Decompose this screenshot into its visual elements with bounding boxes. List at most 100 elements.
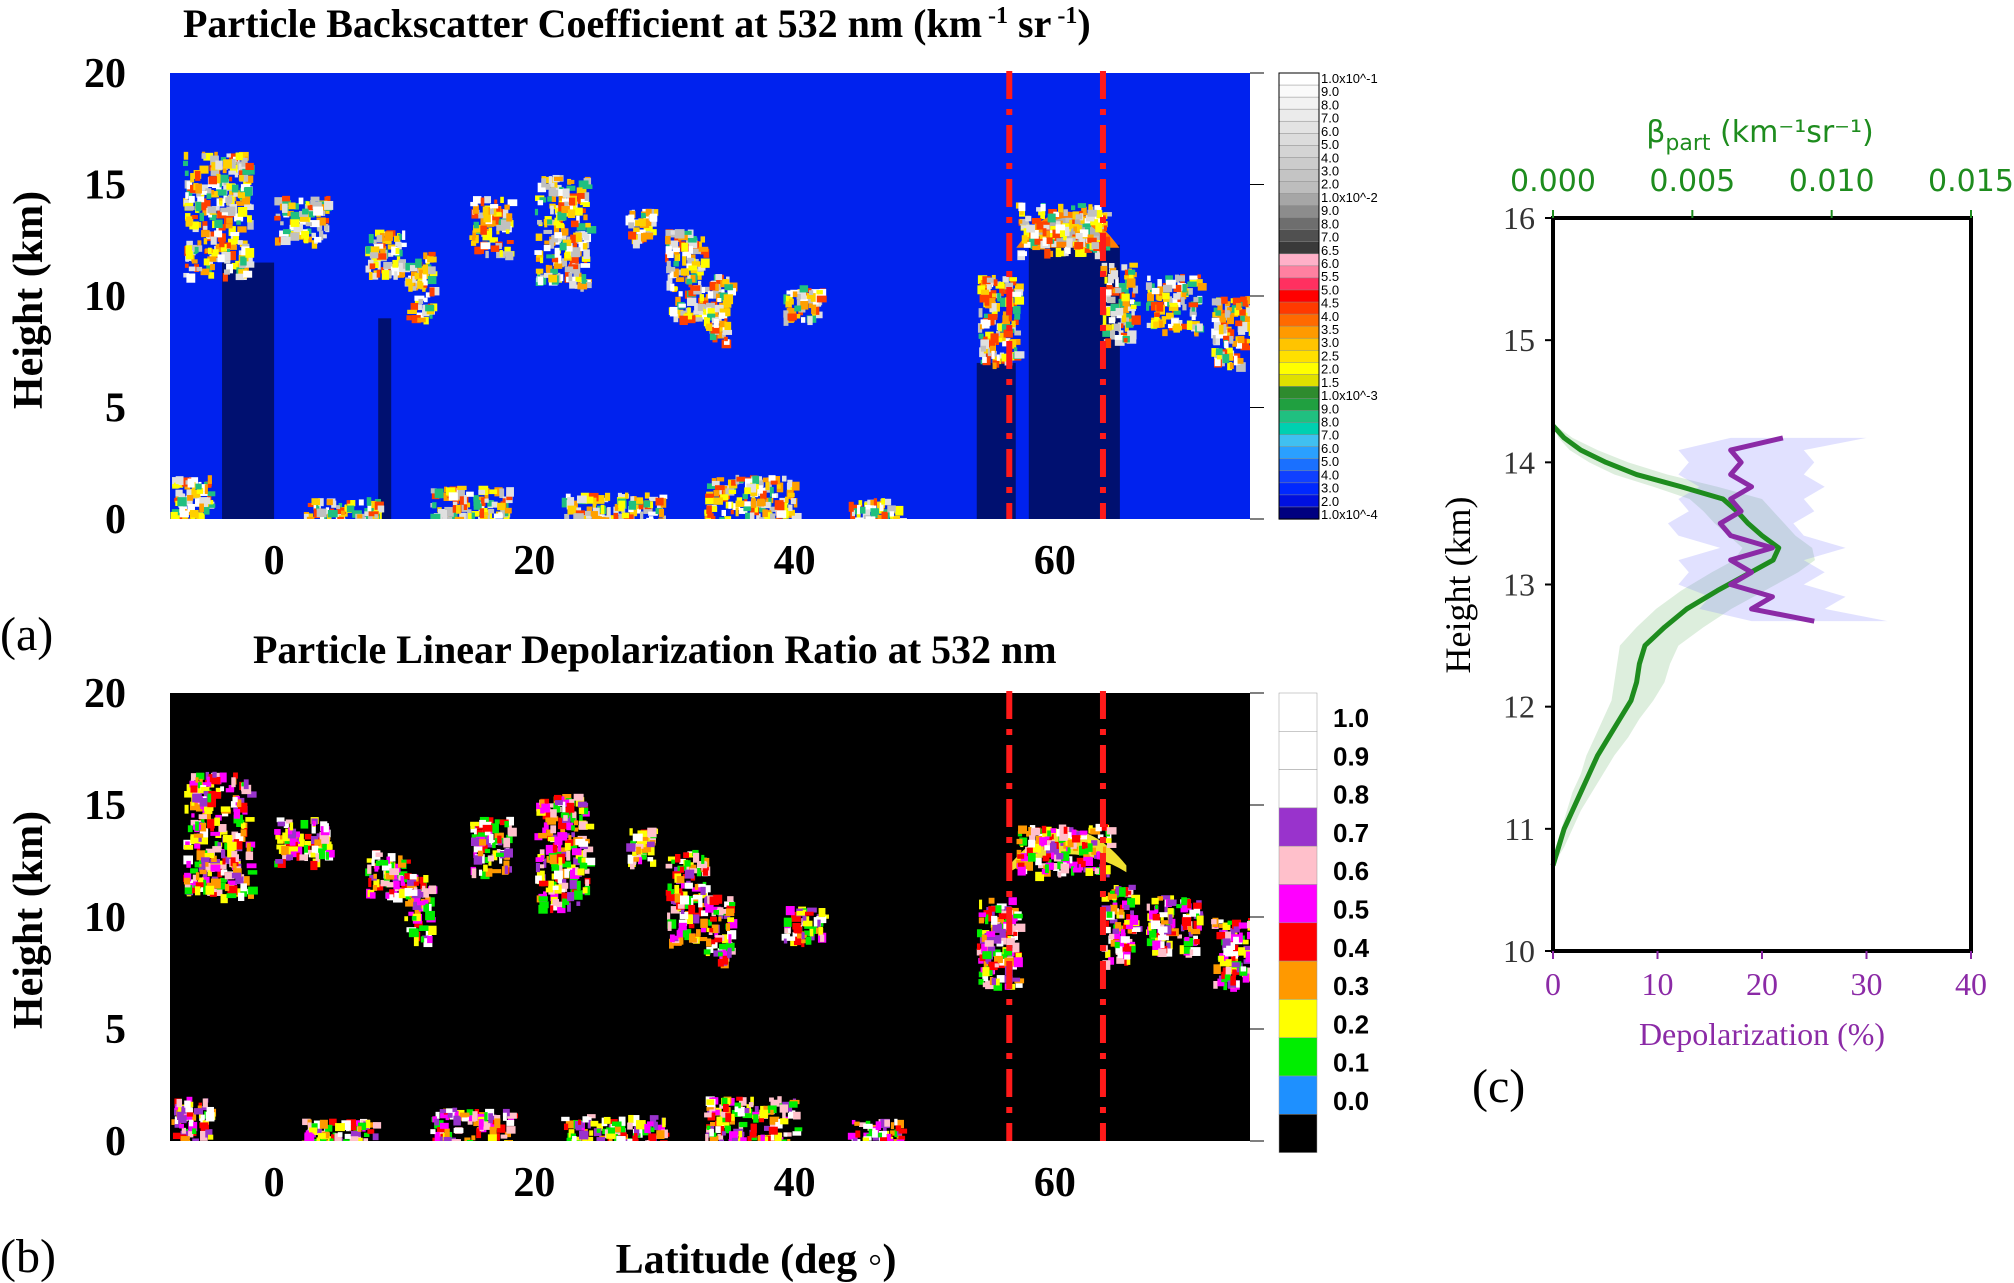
colorbar-label: 0.8 xyxy=(1333,780,1369,810)
y-tick-label: 20 xyxy=(84,671,126,717)
cloud-pixel xyxy=(1021,235,1028,244)
cloud-pixel xyxy=(563,898,569,905)
cloud-pixel xyxy=(1053,211,1060,218)
cloud-pixel xyxy=(548,182,555,187)
cloud-pixel xyxy=(763,1136,769,1141)
cloud-pixel xyxy=(573,857,583,866)
cloud-pixel xyxy=(476,496,484,501)
cloud-pixel xyxy=(471,834,478,839)
cloud-pixel xyxy=(504,1131,512,1138)
cloud-pixel xyxy=(237,226,247,233)
cloud-pixel xyxy=(368,877,372,888)
colorbar-label: 0.7 xyxy=(1333,818,1369,848)
cloud-pixel xyxy=(1189,275,1199,280)
cloud-pixel xyxy=(376,234,383,243)
cloud-pixel xyxy=(727,919,738,929)
cloud-pixel xyxy=(1029,238,1035,247)
cloud-pixel xyxy=(711,924,719,934)
cloud-pixel xyxy=(809,289,819,296)
cloud-pixel xyxy=(1222,922,1231,931)
cloud-pixel xyxy=(504,848,513,858)
cloud-pixel xyxy=(1014,313,1021,320)
cloud-pixel xyxy=(561,892,571,902)
cloud-pixel xyxy=(686,253,692,261)
cloud-pixel xyxy=(496,1133,500,1141)
cloud-pixel xyxy=(1042,228,1047,237)
cloud-pixel xyxy=(738,1130,743,1141)
colorbar-label: 5.5 xyxy=(1321,269,1339,284)
cloud-pixel xyxy=(179,510,189,518)
cloud-pixel xyxy=(492,850,498,861)
cloud-pixel xyxy=(534,250,542,255)
cloud-pixel xyxy=(575,1124,582,1131)
cloud-pixel xyxy=(373,239,377,245)
cloud-pixel xyxy=(417,317,426,323)
cloud-pixel xyxy=(1096,851,1100,860)
cloud-pixel xyxy=(552,899,560,906)
cloud-pixel xyxy=(238,163,247,171)
cloud-pixel xyxy=(586,1117,592,1122)
cloud-pixel xyxy=(558,857,563,866)
cloud-pixel xyxy=(535,268,544,274)
cloud-pixel xyxy=(787,1112,794,1119)
cloud-pixel xyxy=(553,189,559,197)
cloud-pixel xyxy=(688,904,696,915)
cloud-pixel xyxy=(582,887,588,894)
cloud-pixel xyxy=(1231,919,1242,930)
cloud-pixel xyxy=(807,907,817,913)
y-tick-label: 5 xyxy=(105,386,126,432)
cloud-pixel xyxy=(1193,908,1201,915)
cloud-pixel xyxy=(1246,931,1250,940)
cloud-pixel xyxy=(370,246,380,257)
cloud-pixel xyxy=(1019,208,1024,215)
cloud-pixel xyxy=(781,475,787,482)
cloud-pixel xyxy=(565,250,571,259)
colorbar-swatch xyxy=(1278,325,1320,339)
cloud-pixel xyxy=(769,506,778,512)
cloud-pixel xyxy=(1074,831,1083,836)
cloud-pixel xyxy=(202,207,207,216)
cloud-pixel xyxy=(784,928,789,933)
cloud-pixel xyxy=(304,833,312,840)
colorbar-label: 5.0 xyxy=(1321,282,1339,297)
cloud-pixel xyxy=(1115,946,1123,954)
cloud-pixel xyxy=(643,506,653,514)
cloud-pixel xyxy=(374,865,379,872)
cloud-pixel xyxy=(871,1128,878,1138)
cloud-pixel xyxy=(1216,931,1226,940)
cloud-pixel xyxy=(205,771,210,780)
cloud-pixel xyxy=(553,870,563,880)
cloud-pixel xyxy=(676,876,685,884)
cloud-pixel xyxy=(428,251,436,257)
cloud-pixel xyxy=(233,772,238,779)
cloud-pixel xyxy=(282,229,291,235)
cloud-pixel xyxy=(324,196,329,205)
y-tick-label: 0 xyxy=(105,1119,126,1165)
cloud-pixel xyxy=(199,815,203,823)
cloud-pixel xyxy=(319,837,330,844)
cloud-pixel xyxy=(1129,262,1138,268)
cloud-pixel xyxy=(191,813,195,818)
cloud-pixel xyxy=(557,842,562,852)
cloud-pixel xyxy=(1215,310,1222,316)
cloud-pixel xyxy=(1049,843,1057,853)
cloud-pixel xyxy=(198,836,209,845)
cloud-pixel xyxy=(1212,335,1216,345)
cloud-pixel xyxy=(562,898,566,909)
cloud-pixel xyxy=(573,500,578,509)
cloud-pixel xyxy=(770,1132,775,1141)
cloud-pixel xyxy=(220,207,229,213)
cloud-pixel xyxy=(1217,978,1225,987)
panel-b-cloud-features xyxy=(171,771,1250,1141)
colorbar-swatch xyxy=(1278,241,1320,255)
cloud-pixel xyxy=(604,492,611,501)
cloud-pixel xyxy=(298,833,304,842)
cloud-pixel xyxy=(174,1105,179,1111)
cloud-pixel xyxy=(708,939,716,945)
cloud-pixel xyxy=(816,290,823,295)
cloud-pixel xyxy=(1018,202,1026,212)
cloud-pixel xyxy=(228,226,236,236)
cloud-pixel xyxy=(879,1137,890,1141)
cloud-pixel xyxy=(808,302,813,309)
cloud-pixel xyxy=(573,272,580,280)
